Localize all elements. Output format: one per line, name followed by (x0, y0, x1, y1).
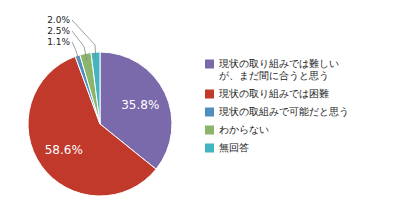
data-label: 35.8% (121, 98, 159, 112)
pie-slice (80, 53, 100, 124)
legend-swatch (205, 108, 214, 117)
legend-label: わからない (219, 124, 269, 135)
legend-label: 無回答 (219, 142, 249, 153)
legend-label: 現状の取組みで可能だと思う (219, 106, 349, 117)
legend-label-line: 現状の取り組みでは困難 (219, 88, 329, 99)
legend-swatch (205, 144, 214, 153)
legend-label-line: わからない (219, 124, 269, 135)
data-label: 58.6% (45, 143, 83, 157)
legend-label-line: が、まだ間に合うと思う (219, 70, 329, 81)
legend-label-line: 現状の取組みで可能だと思う (219, 106, 349, 117)
pie (28, 52, 172, 196)
leader-line (72, 42, 80, 62)
data-label: 2.5% (47, 26, 70, 36)
chart-container: 35.8% 58.6% 2.0%2.5%1.1% 現状の取り組みでは難しいが、まだ間に… (0, 0, 400, 211)
chart-svg: 35.8% 58.6% 2.0%2.5%1.1% 現状の取り組みでは難しいが、まだ間に… (0, 0, 400, 211)
data-label: 2.0% (47, 15, 70, 25)
legend: 現状の取り組みでは難しいが、まだ間に合うと思う現状の取り組みでは困難現状の取組み… (205, 58, 349, 153)
legend-label-line: 無回答 (219, 142, 249, 153)
legend-swatch (205, 90, 214, 99)
legend-label-line: 現状の取り組みでは難しい (219, 58, 339, 69)
page: {"chart_data": {"type": "pie", "categori… (0, 0, 400, 211)
leader-line (72, 20, 96, 59)
legend-swatch (205, 60, 214, 69)
legend-swatch (205, 126, 214, 135)
legend-label: 現状の取り組みでは困難 (219, 88, 329, 99)
pie-slice (91, 52, 100, 124)
legend-label: 現状の取り組みでは難しいが、まだ間に合うと思う (219, 58, 339, 81)
data-label: 1.1% (47, 37, 70, 47)
data-labels: 35.8% 58.6% 2.0%2.5%1.1% (45, 15, 160, 157)
